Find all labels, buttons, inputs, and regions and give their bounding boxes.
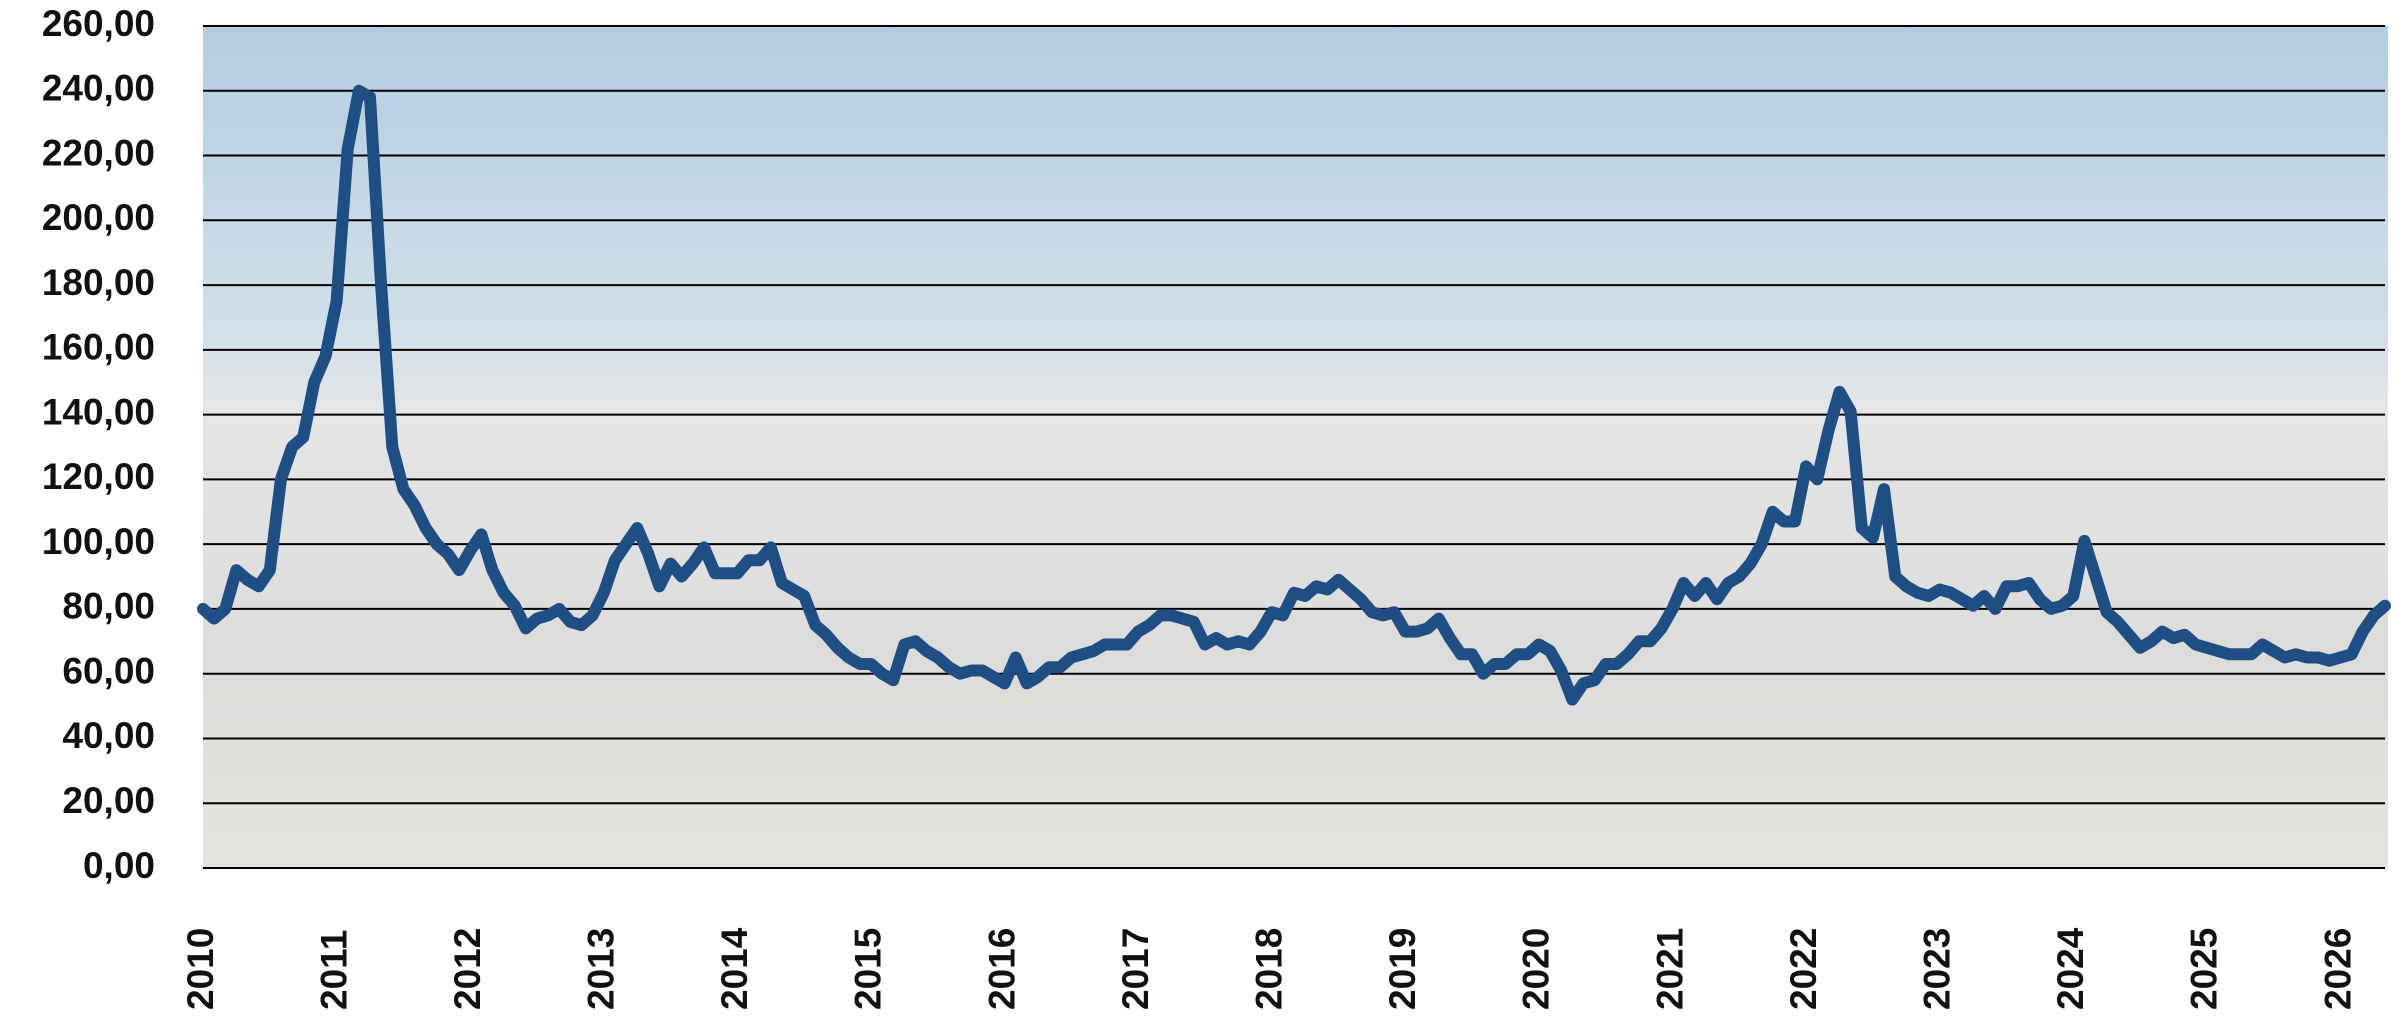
y-tick-label: 120,00 (42, 456, 155, 497)
y-tick-label: 40,00 (62, 715, 155, 756)
y-tick-label: 140,00 (42, 391, 155, 432)
y-tick-label: 260,00 (42, 3, 155, 44)
x-tick-label: 2013 (581, 928, 622, 1010)
y-tick-label: 20,00 (62, 780, 155, 821)
x-tick-label: 2024 (2050, 927, 2091, 1010)
y-tick-label: 0,00 (83, 845, 155, 886)
y-tick-label: 220,00 (42, 132, 155, 173)
y-tick-label: 160,00 (42, 327, 155, 368)
x-tick-label: 2026 (2317, 928, 2358, 1010)
x-tick-label: 2011 (313, 930, 354, 1010)
y-tick-label: 200,00 (42, 197, 155, 238)
x-tick-label: 2019 (1382, 928, 1423, 1010)
x-tick-label: 2017 (1115, 928, 1156, 1010)
plot-background (203, 26, 2388, 868)
y-tick-label: 80,00 (62, 586, 155, 627)
price-line (197, 84, 2391, 706)
y-tick-label: 100,00 (42, 521, 155, 562)
x-tick-label: 2010 (180, 928, 221, 1010)
x-tick-label: 2025 (2184, 928, 2225, 1010)
y-tick-label: 60,00 (62, 650, 155, 691)
x-tick-label: 2023 (1916, 928, 1957, 1010)
x-tick-label: 2016 (981, 928, 1022, 1010)
x-tick-label: 2014 (714, 927, 755, 1010)
x-tick-label: 2021 (1649, 928, 1690, 1010)
x-tick-label: 2018 (1249, 928, 1290, 1010)
y-tick-label: 180,00 (42, 262, 155, 303)
x-tick-label: 2015 (848, 928, 889, 1010)
y-tick-label: 240,00 (42, 68, 155, 109)
x-tick-label: 2012 (447, 928, 488, 1010)
x-tick-label: 2020 (1516, 928, 1557, 1010)
x-tick-label: 2022 (1783, 928, 1824, 1010)
